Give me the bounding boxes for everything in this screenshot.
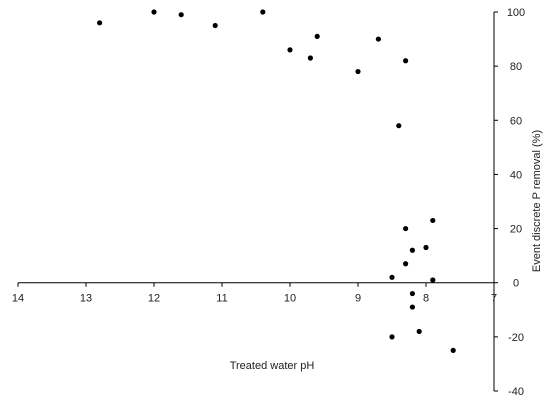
x-tick-label: 14 [12,293,24,305]
x-tick-label: 12 [148,293,160,305]
axes [18,12,495,391]
data-point [287,47,293,53]
data-point [97,20,103,26]
data-point [389,334,395,340]
data-point [389,274,395,280]
x-tick-label: 13 [80,293,92,305]
y-axis-ticks: 100 80 60 40 20 0 -20 -40 [494,7,525,398]
x-tick-label: 9 [355,293,361,305]
x-axis-title: Treated water pH [230,360,315,372]
data-point [151,9,157,15]
y-tick-label: 40 [510,169,522,181]
data-point [355,68,361,75]
data-point [396,123,402,129]
data-point [260,9,266,15]
data-point [450,347,456,353]
data-point [403,225,409,232]
data-point [409,290,415,297]
data-point [430,217,436,224]
y-tick-label: 20 [510,224,522,236]
data-point [409,247,415,253]
data-point [307,55,313,61]
x-tick-label: 7 [491,293,497,305]
y-tick-label: 60 [510,115,522,127]
data-point [403,261,409,267]
data-point [212,22,218,29]
x-axis-ticks: 14 13 12 11 10 9 8 7 [12,282,497,305]
x-tick-label: 8 [423,293,429,305]
x-tick-label: 11 [216,293,227,305]
y-tick-label: -40 [508,386,524,398]
data-point [416,328,422,335]
y-tick-label: -20 [508,332,524,344]
data-point [430,277,436,283]
y-tick-label: 100 [507,7,525,19]
data-point [403,58,409,64]
data-point [314,33,320,39]
y-tick-label: 80 [510,61,522,73]
data-points [97,9,456,353]
data-point [178,12,184,18]
x-tick-label: 10 [284,293,296,305]
y-axis-title: Event discrete P removal (%) [531,130,543,272]
data-point [375,36,381,42]
y-tick-label: 0 [513,278,519,290]
data-point [409,304,415,310]
data-point [423,244,429,251]
